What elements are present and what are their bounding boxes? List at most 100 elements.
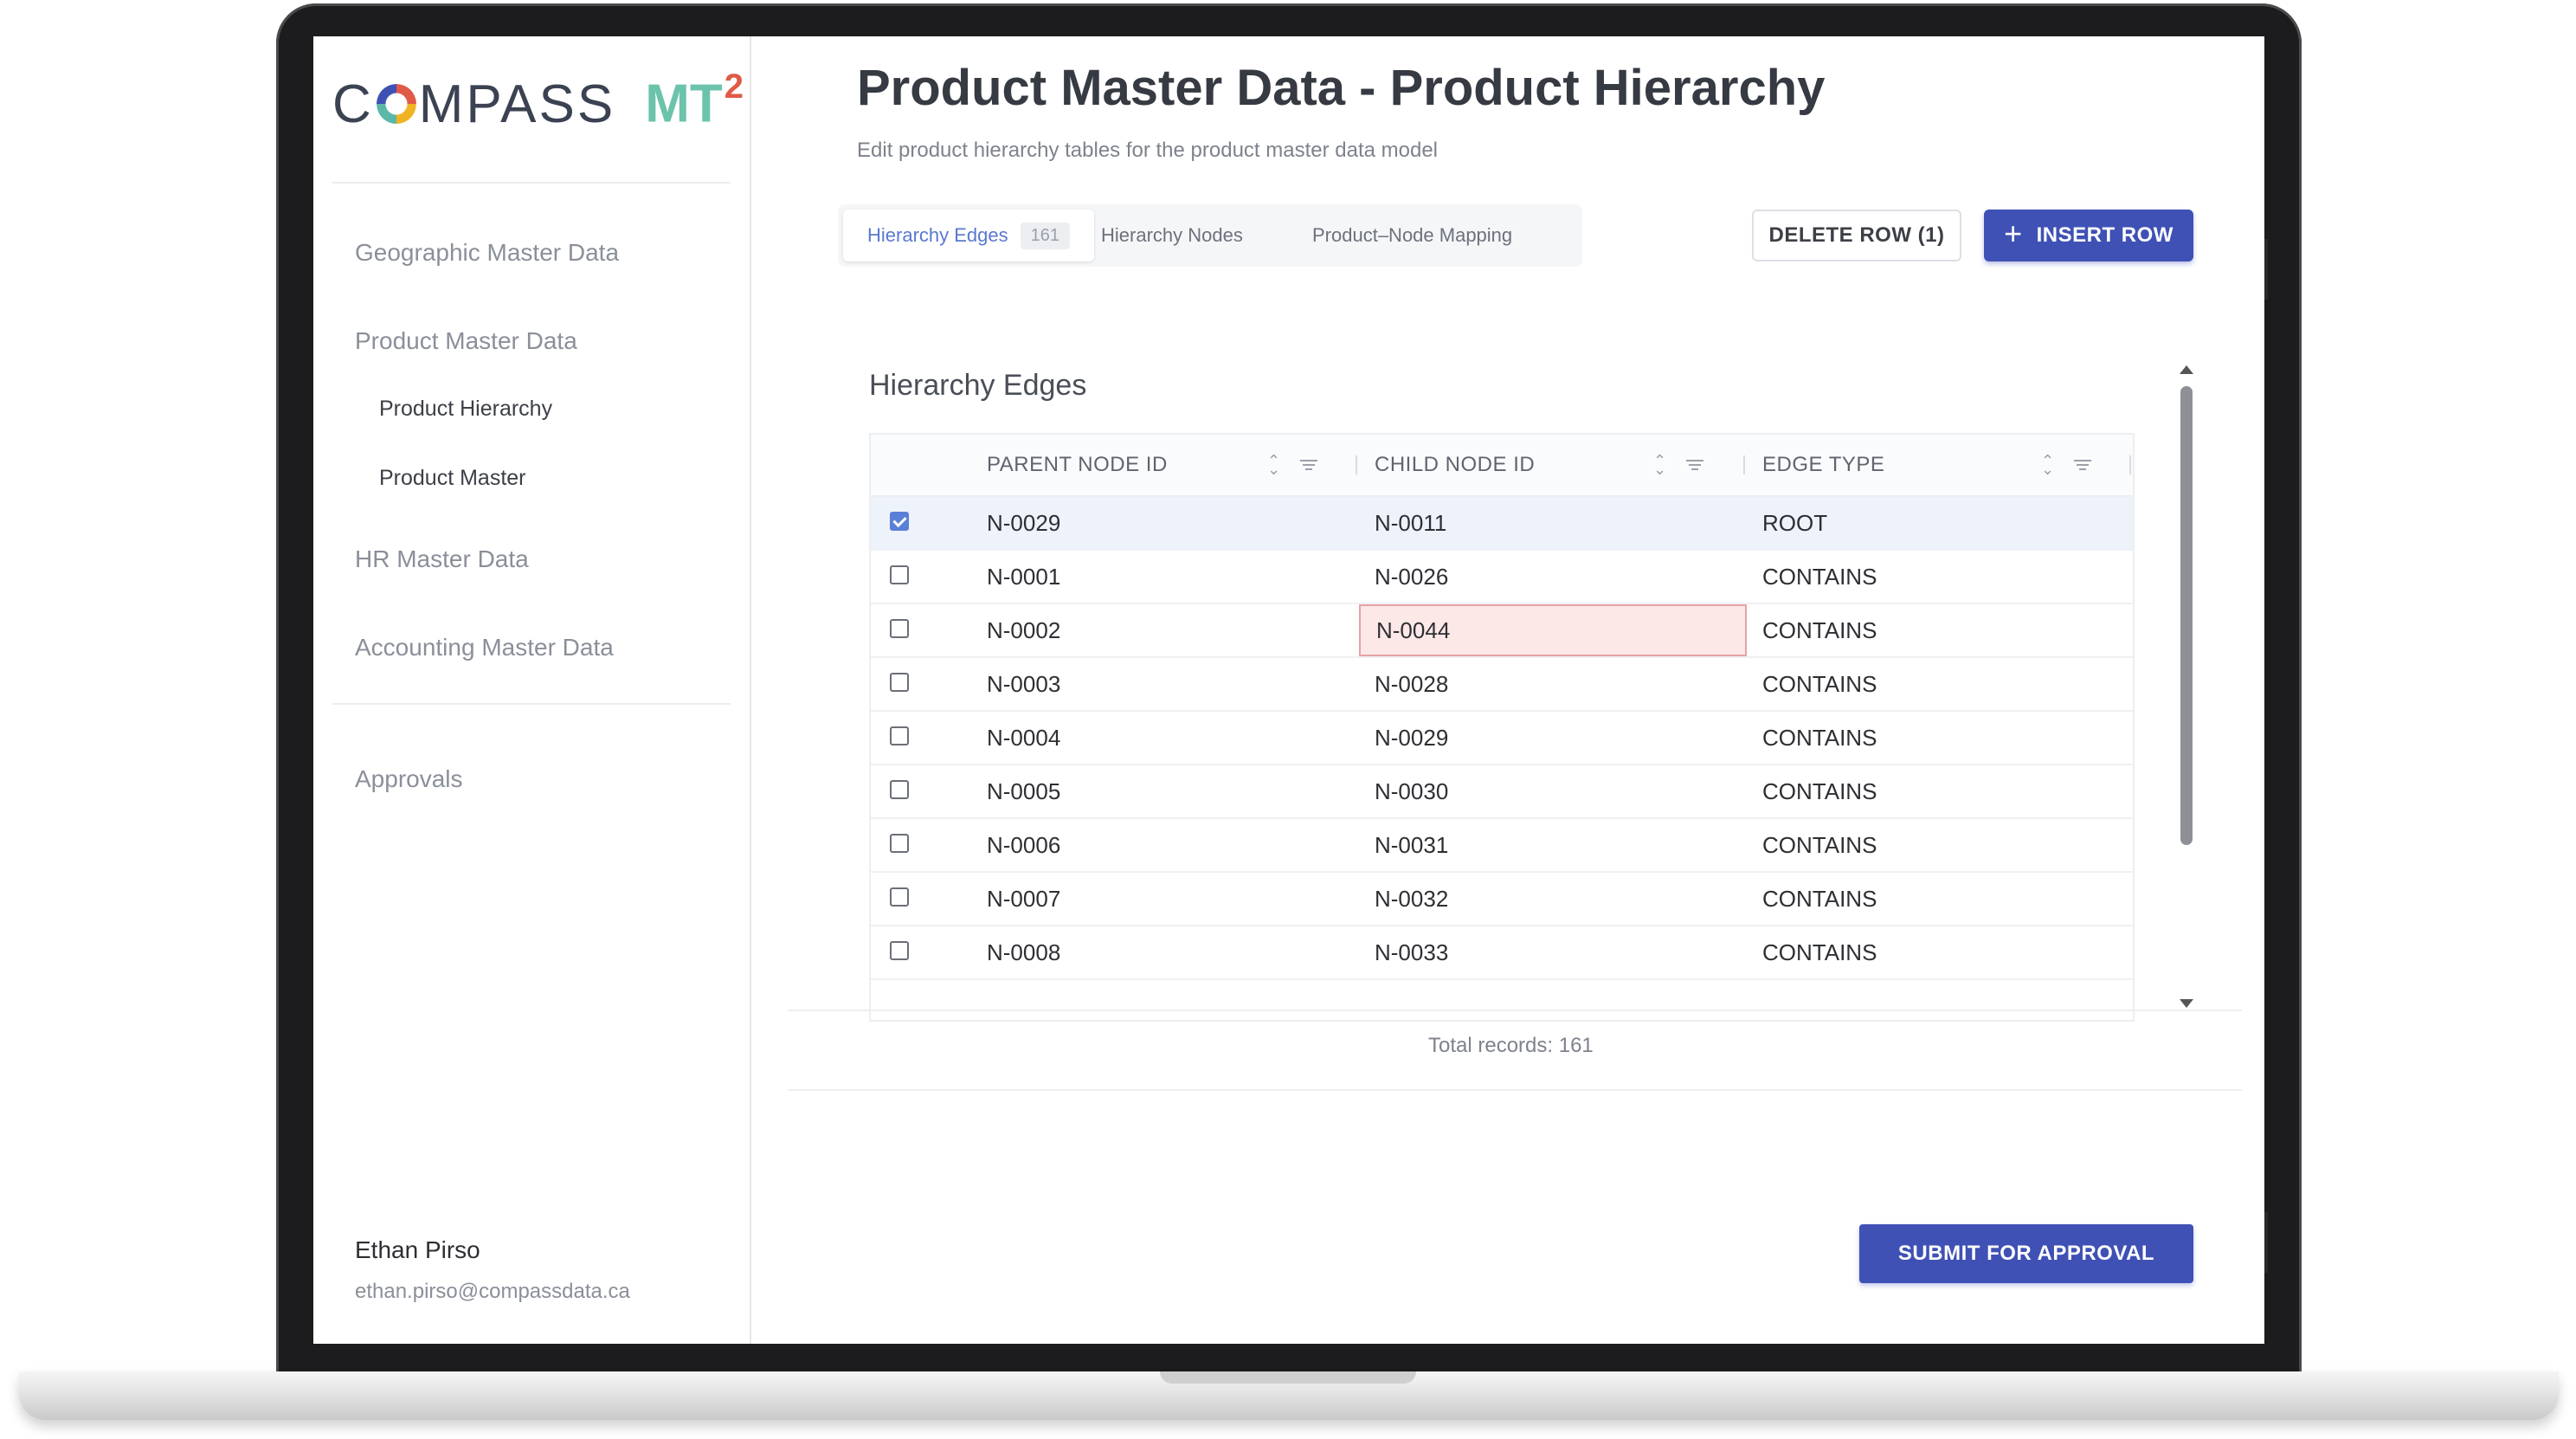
table-row[interactable]: N-0029 N-0011 ROOT	[871, 497, 2133, 551]
cell-child-node-id[interactable]: N-0030	[1375, 778, 1449, 804]
sidebar-item-geographic-master-data[interactable]: Geographic Master Data	[355, 239, 620, 266]
table-row[interactable]: N-0001 N-0026 CONTAINS	[871, 551, 2133, 604]
tab-product-node-mapping[interactable]: Product–Node Mapping	[1312, 224, 1513, 246]
cell-parent-node-id[interactable]: N-0006	[987, 831, 1061, 858]
cell-child-node-id[interactable]: N-0029	[1375, 724, 1449, 751]
data-table: PARENT NODE ID ⌃ ⌄ CHILD NODE ID ⌃ ⌄ EDGE …	[869, 433, 2135, 1022]
insert-row-label: INSERT ROW	[2036, 223, 2174, 247]
cell-parent-node-id[interactable]: N-0029	[987, 509, 1061, 536]
delete-row-button[interactable]: DELETE ROW (1)	[1752, 210, 1961, 261]
cell-edge-type[interactable]: CONTAINS	[1762, 778, 1877, 804]
scroll-down-arrow-icon[interactable]	[2180, 999, 2193, 1008]
cell-edge-type[interactable]: CONTAINS	[1762, 939, 1877, 965]
cell-child-node-id[interactable]: N-0033	[1375, 939, 1449, 965]
sort-icon[interactable]: ⌃ ⌄	[1267, 452, 1281, 478]
row-checkbox[interactable]	[890, 512, 909, 531]
tab-bar: Hierarchy Edges 161 Hierarchy Nodes Prod…	[838, 204, 1582, 267]
tab-hierarchy-edges[interactable]: Hierarchy Edges 161	[843, 210, 1095, 261]
plus-icon: +	[2004, 216, 2023, 251]
cell-child-node-id-error[interactable]: N-0044	[1359, 604, 1747, 656]
cell-child-node-id[interactable]: N-0032	[1375, 885, 1449, 912]
cell-edge-type[interactable]: CONTAINS	[1762, 885, 1877, 912]
tab-hierarchy-nodes[interactable]: Hierarchy Nodes	[1101, 224, 1243, 246]
logo-compass: C MPASS	[332, 74, 616, 134]
app-logo[interactable]: C MPASS MT2	[332, 68, 744, 139]
compass-ring-icon	[376, 84, 416, 124]
table-row[interactable]: N-0007 N-0032 CONTAINS	[871, 873, 2133, 926]
sidebar-item-product-master-data[interactable]: Product Master Data	[355, 327, 577, 354]
cell-edge-type[interactable]: CONTAINS	[1762, 616, 1877, 643]
cell-child-node-id[interactable]: N-0031	[1375, 831, 1449, 858]
column-header-child-node-id[interactable]: CHILD NODE ID	[1375, 453, 1536, 476]
column-actions: ⌃ ⌄	[2041, 435, 2091, 495]
cell-parent-node-id[interactable]: N-0003	[987, 670, 1061, 697]
row-checkbox[interactable]	[890, 887, 909, 907]
column-separator[interactable]	[2129, 455, 2131, 474]
tab-label: Hierarchy Edges	[867, 224, 1008, 246]
column-separator[interactable]	[1356, 455, 1357, 474]
cell-parent-node-id[interactable]: N-0005	[987, 778, 1061, 804]
cell-edge-type[interactable]: CONTAINS	[1762, 724, 1877, 751]
scrollbar-thumb[interactable]	[2180, 386, 2193, 845]
insert-row-button[interactable]: + INSERT ROW	[1984, 210, 2193, 261]
row-checkbox[interactable]	[890, 834, 909, 853]
user-name: Ethan Pirso	[355, 1236, 480, 1263]
screen-edge-tab	[2264, 239, 2268, 300]
row-checkbox[interactable]	[890, 619, 909, 638]
table-footer-divider	[788, 1089, 2242, 1091]
logo-mt: MT2	[645, 68, 744, 134]
app-screen: C MPASS MT2 Geographic Master Data Produc…	[313, 36, 2264, 1344]
sidebar-subitem-product-master[interactable]: Product Master	[379, 466, 526, 490]
cell-parent-node-id[interactable]: N-0001	[987, 563, 1061, 590]
sidebar-divider	[332, 182, 731, 184]
column-header-edge-type[interactable]: EDGE TYPE	[1762, 453, 1885, 476]
cell-edge-type[interactable]: CONTAINS	[1762, 563, 1877, 590]
table-row[interactable]: N-0002 N-0044 CONTAINS	[871, 604, 2133, 658]
table-row[interactable]: N-0008 N-0033 CONTAINS	[871, 926, 2133, 980]
filter-icon[interactable]	[1686, 457, 1703, 473]
row-checkbox[interactable]	[890, 565, 909, 584]
sort-icon[interactable]: ⌃ ⌄	[1653, 452, 1667, 478]
cell-edge-type[interactable]: CONTAINS	[1762, 831, 1877, 858]
table-row[interactable]: N-0006 N-0031 CONTAINS	[871, 819, 2133, 873]
row-checkbox[interactable]	[890, 673, 909, 692]
user-email: ethan.pirso@compassdata.ca	[355, 1280, 630, 1303]
cell-child-node-id[interactable]: N-0028	[1375, 670, 1449, 697]
page-title: Product Master Data - Product Hierarchy	[857, 60, 1826, 116]
table-header: PARENT NODE ID ⌃ ⌄ CHILD NODE ID ⌃ ⌄ EDGE …	[871, 435, 2133, 497]
cell-parent-node-id[interactable]: N-0008	[987, 939, 1061, 965]
scroll-up-arrow-icon[interactable]	[2180, 365, 2193, 374]
sidebar-item-accounting-master-data[interactable]: Accounting Master Data	[355, 634, 614, 661]
row-checkbox[interactable]	[890, 780, 909, 799]
table-title: Hierarchy Edges	[869, 369, 1087, 402]
sort-icon[interactable]: ⌃ ⌄	[2041, 452, 2055, 478]
cell-parent-node-id[interactable]: N-0002	[987, 616, 1061, 643]
table-row[interactable]: N-0004 N-0029 CONTAINS	[871, 712, 2133, 765]
cell-edge-type[interactable]: CONTAINS	[1762, 670, 1877, 697]
sidebar-item-approvals[interactable]: Approvals	[355, 765, 463, 792]
submit-for-approval-button[interactable]: SUBMIT FOR APPROVAL	[1859, 1224, 2193, 1283]
cell-parent-node-id[interactable]: N-0007	[987, 885, 1061, 912]
table-row[interactable]: N-0005 N-0030 CONTAINS	[871, 765, 2133, 819]
sidebar-divider	[332, 703, 731, 705]
cell-parent-node-id[interactable]: N-0004	[987, 724, 1061, 751]
column-header-parent-node-id[interactable]: PARENT NODE ID	[987, 453, 1168, 476]
total-records: Total records: 161	[1428, 1034, 1594, 1057]
sidebar-item-hr-master-data[interactable]: HR Master Data	[355, 545, 529, 572]
cell-edge-type[interactable]: ROOT	[1762, 509, 1828, 536]
filter-icon[interactable]	[1300, 457, 1317, 473]
row-checkbox[interactable]	[890, 726, 909, 745]
column-separator[interactable]	[1743, 455, 1745, 474]
page-subtitle: Edit product hierarchy tables for the pr…	[857, 139, 1439, 162]
filter-icon[interactable]	[2074, 457, 2091, 473]
column-actions: ⌃ ⌄	[1653, 435, 1703, 495]
column-actions: ⌃ ⌄	[1267, 435, 1317, 495]
table-row[interactable]: N-0003 N-0028 CONTAINS	[871, 658, 2133, 712]
laptop-notch	[1160, 1371, 1416, 1384]
screen-edge-tab	[2264, 1212, 2268, 1273]
cell-child-node-id[interactable]: N-0026	[1375, 563, 1449, 590]
row-checkbox[interactable]	[890, 941, 909, 960]
sidebar-subitem-product-hierarchy[interactable]: Product Hierarchy	[379, 397, 553, 421]
table-scrollbar[interactable]	[2180, 365, 2193, 1008]
cell-child-node-id[interactable]: N-0011	[1375, 509, 1447, 536]
